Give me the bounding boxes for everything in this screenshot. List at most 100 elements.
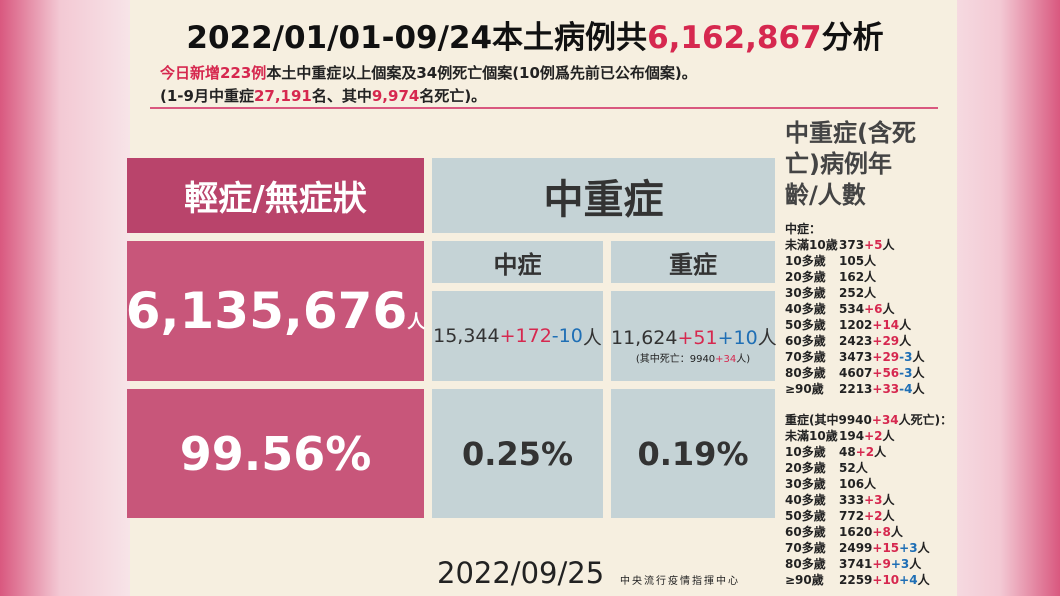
age-row: 80多歲 4607+56-3人 [785,365,960,381]
divider [150,107,938,109]
text-segment: +8 [872,525,891,539]
critical-value: 11,624+51+10人 [611,323,777,350]
age: 70多歲 [785,350,826,364]
text-segment: 15,344 [433,325,500,347]
count: 52人 [839,461,868,475]
text-segment: 162人 [839,270,877,284]
age: 10多歲 [785,445,826,459]
count: 373+5人 [839,238,894,252]
text-segment: +14 [872,318,900,332]
text-segment: +56 [872,366,900,380]
text-segment: 373 [839,238,865,252]
age: 40多歲 [785,493,826,507]
text-segment: 252人 [839,286,877,300]
mild-count: 6,135,676 [125,282,408,340]
text-segment: +29 [872,350,900,364]
text-segment: +6 [864,302,883,316]
age: 50多歲 [785,318,826,332]
age: 50多歲 [785,509,826,523]
age: 40多歲 [785,302,826,316]
mild-title: 輕症/無症狀 [127,158,424,233]
date: 2022/09/25 [437,556,605,590]
list-heading: 中症： [785,221,960,237]
count: 3741+9+3人 [839,557,921,571]
age-row: ≥90歲 2213+33-4人 [785,381,960,397]
count: 1202+14人 [839,318,911,332]
text-segment: 人 [912,366,925,380]
count: 2423+29人 [839,334,911,348]
critical-percent: 0.19% [611,389,775,518]
text-segment: 人 [757,327,777,349]
text-segment: 人 [882,509,895,523]
age: 80多歲 [785,366,826,380]
text-segment: 人 [882,238,895,252]
text-segment: 2022/01/01-09/24本土病例共 [186,20,648,56]
age-row: 70多歲 3473+29-3人 [785,349,960,365]
text-segment: -4 [899,382,913,396]
subtitle-line: 今日新增223例本土中重症以上個案及34例死亡個案(10例爲先前已公布個案)。 [160,62,697,83]
text-segment: 52人 [839,461,868,475]
text-segment: +15 [872,541,900,555]
count: 162人 [839,270,876,284]
count: 106人 [839,477,876,491]
age-row: 20多歲 52人 [785,460,960,476]
text-segment: -3 [899,350,913,364]
text-segment: +3 [890,557,910,571]
text-segment: (其中死亡：9940 [635,354,716,365]
text-segment: 194 [839,429,865,443]
age-row: 30多歲 106人 [785,476,960,492]
text-segment: +2 [855,445,875,459]
age-row: 50多歲 772+2人 [785,508,960,524]
age-row: 40多歲 534+6人 [785,301,960,317]
text-segment: +34 [871,413,899,427]
age: 未滿10歲 [785,238,838,252]
text-segment: 人 [909,557,922,571]
text-segment: +33 [872,382,900,396]
age-row: 10多歲 48+2人 [785,444,960,460]
count: 772+2人 [839,509,894,523]
moderate-percent: 0.25% [432,389,603,518]
text-segment: 人) [736,354,751,365]
text-segment: 2499 [839,541,873,555]
age-row: 未滿10歲373+5人 [785,237,960,253]
text-segment: +2 [864,429,883,443]
count: 252人 [839,286,876,300]
text-segment: +34 [715,354,737,365]
list-heading: 重症(其中9940+34人死亡)： [785,412,960,428]
text-segment: 2423 [839,334,873,348]
text-segment: 3473 [839,350,873,364]
text-segment: +2 [864,509,883,523]
count: 4607+56-3人 [839,366,925,380]
text-segment: 本土中重症以上個案及34例死亡個案(10例爲先前已公布個案)。 [266,64,697,82]
text-segment: 人 [882,493,895,507]
text-segment: 105人 [839,254,877,268]
age: 70多歲 [785,541,826,555]
text-segment: -10 [551,325,583,347]
mild-percent: 99.56% [127,389,424,518]
count: 105人 [839,254,876,268]
subtitle-line: (1-9月中重症27,191名、其中9,974名死亡)。 [160,85,486,106]
age-row: ≥90歲 2259+10+4人 [785,572,960,588]
text-segment: +9 [872,557,891,571]
age: 30多歲 [785,477,826,491]
age: 60多歲 [785,334,826,348]
critical-cell: 11,624+51+10人 (其中死亡：9940+34人) [611,291,777,381]
text-segment: 人 [899,318,912,332]
text-segment: 人 [890,525,903,539]
age: 20多歲 [785,461,826,475]
text-segment: +29 [872,334,900,348]
severe-title: 中重症 [432,158,775,233]
text-segment: 人 [917,573,930,587]
sidebar-title: 中重症(含死亡)病例年齡/人數 [785,119,916,209]
text-segment: 分析 [821,20,884,56]
text-segment: 534 [839,302,865,316]
moderate-title: 中症 [432,241,603,283]
age: ≥90歲 [785,382,824,396]
count: 2259+10+4人 [839,573,930,587]
count: 48+2人 [839,445,886,459]
text-segment: 4607 [839,366,873,380]
text-segment: 重症(其中9940 [785,413,872,427]
title: 2022/01/01-09/24本土病例共6,162,867分析 [130,12,940,57]
count: 333+3人 [839,493,894,507]
